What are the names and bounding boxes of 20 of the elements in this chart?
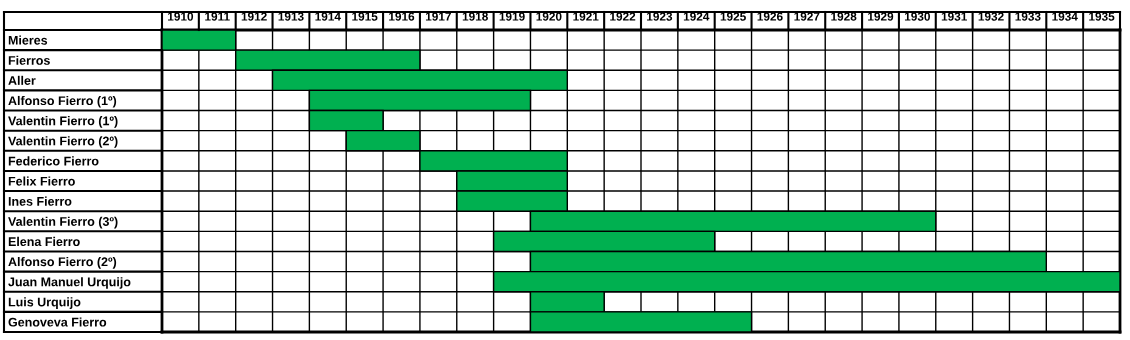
y-tick-label: Luis Urquijo bbox=[8, 297, 81, 309]
y-tick-label: Alfonso Fierro (1º) bbox=[8, 95, 117, 108]
y-tick-label: Federico Fierro bbox=[8, 156, 99, 166]
y-tick-label: Genoveva Fierro bbox=[8, 317, 107, 327]
y-tick-label: Valentin Fierro (2º) bbox=[8, 136, 118, 148]
y-tick-label: Fierros bbox=[8, 55, 50, 65]
y-tick-label: Juan Manuel Urquijo bbox=[8, 277, 131, 289]
y-tick-label: Alfonso Fierro (2º) bbox=[8, 257, 117, 269]
y-tick-label: Valentin Fierro (1º) bbox=[8, 116, 118, 128]
x-tick-label: 1910 bbox=[168, 12, 194, 21]
y-tick-label: Elena Fierro bbox=[8, 236, 80, 247]
x-tick-label: 1934 bbox=[1052, 12, 1078, 21]
y-tick-label: Aller bbox=[8, 75, 36, 85]
y-tick-label: Mieres bbox=[8, 35, 48, 45]
x-tick-label: 1921 bbox=[573, 12, 599, 21]
x-tick-label: 1911 bbox=[205, 12, 230, 21]
y-tick-label: Felix Fierro bbox=[8, 176, 75, 186]
x-tick-label: 1916 bbox=[389, 12, 415, 21]
y-tick-label: Ines Fierro bbox=[8, 196, 72, 206]
y-tick-label: Valentin Fierro (3º) bbox=[8, 216, 118, 229]
